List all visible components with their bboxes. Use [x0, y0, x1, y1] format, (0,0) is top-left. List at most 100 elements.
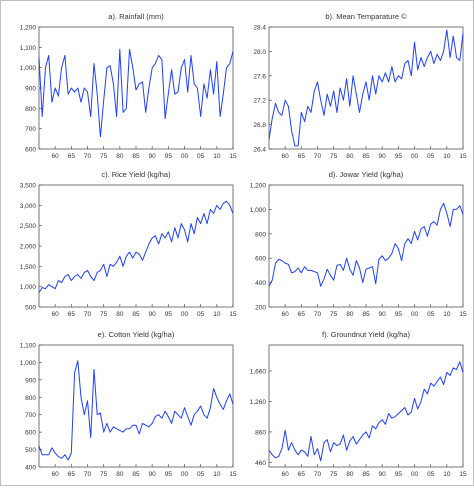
plot-frame	[38, 344, 234, 468]
plot-frame	[268, 344, 464, 468]
x-tick-label: 75	[100, 471, 108, 478]
series-line	[38, 48, 234, 138]
x-tick-label: 90	[149, 153, 157, 160]
x-tick-label: 70	[314, 311, 322, 318]
y-tick-label: 600	[25, 147, 36, 154]
x-tick-label: 10	[213, 153, 221, 160]
panel-title: c). Rice Yield (kg/ha)	[101, 170, 171, 179]
x-tick-label: 85	[132, 471, 140, 478]
x-tick-label: 95	[165, 471, 173, 478]
x-tick-label: 10	[443, 153, 451, 160]
x-tick-label: 95	[395, 471, 403, 478]
x-tick-label: 70	[314, 153, 322, 160]
y-tick-label: 800	[25, 395, 36, 402]
x-tick-label: 15	[229, 153, 237, 160]
x-tick-label: 90	[149, 311, 157, 318]
x-tick-label: 05	[197, 311, 205, 318]
panel-5: e). Cotton Yield (kg/ha) 400 500 600 700 800 9…	[20, 330, 237, 478]
panel-title: f). Groundnut Yield (kg/ha)	[322, 330, 410, 339]
x-tick-label: 95	[165, 311, 173, 318]
x-tick-label: 80	[116, 153, 124, 160]
x-tick-label: 15	[459, 311, 467, 318]
y-tick-label: 500	[25, 447, 36, 454]
y-tick-label: 900	[25, 377, 36, 384]
panel-3: c). Rice Yield (kg/ha) 500 1,000 1,500 2,000…	[20, 170, 237, 318]
y-tick-label: 1,100	[20, 343, 37, 350]
x-tick-label: 90	[379, 311, 387, 318]
x-tick-label: 80	[346, 311, 354, 318]
x-tick-label: 85	[132, 311, 140, 318]
series-line	[268, 361, 464, 462]
x-tick-label: 85	[362, 153, 370, 160]
x-tick-label: 60	[52, 311, 60, 318]
x-tick-label: 00	[411, 471, 419, 478]
y-tick-label: 3,000	[20, 203, 37, 210]
panel-title: d). Jowar Yield (kg/ha)	[329, 170, 404, 179]
y-tick-label: 1,000	[250, 207, 267, 214]
x-tick-label: 60	[52, 153, 60, 160]
plot-frame	[268, 26, 464, 150]
y-tick-label: 1,000	[20, 65, 37, 72]
x-tick-label: 65	[298, 471, 306, 478]
x-tick-label: 10	[443, 471, 451, 478]
x-tick-label: 80	[346, 471, 354, 478]
x-tick-label: 05	[197, 471, 205, 478]
x-tick-label: 65	[68, 153, 76, 160]
y-tick-label: 1,660	[250, 368, 267, 375]
panel-6: f). Groundnut Yield (kg/ha) 460 860 1,260 1,…	[250, 330, 467, 478]
y-tick-label: 900	[25, 86, 36, 93]
x-tick-label: 85	[132, 153, 140, 160]
plot-frame	[268, 184, 464, 308]
x-tick-label: 80	[346, 153, 354, 160]
y-tick-label: 27.6	[253, 73, 266, 80]
x-tick-label: 60	[52, 471, 60, 478]
y-tick-label: 700	[25, 126, 36, 133]
x-tick-label: 15	[459, 471, 467, 478]
y-tick-label: 26.8	[253, 122, 266, 129]
y-tick-label: 460	[255, 460, 266, 467]
x-tick-label: 65	[68, 311, 76, 318]
x-tick-label: 80	[116, 311, 124, 318]
plot-frame	[38, 184, 234, 308]
x-tick-label: 10	[213, 311, 221, 318]
x-tick-label: 70	[314, 471, 322, 478]
panel-title: e). Cotton Yield (kg/ha)	[98, 330, 175, 339]
x-tick-label: 15	[459, 153, 467, 160]
panel-4: d). Jowar Yield (kg/ha) 200 400 600 800 1,000…	[250, 170, 467, 318]
y-tick-label: 800	[255, 231, 266, 238]
y-tick-label: 500	[25, 305, 36, 312]
x-tick-label: 65	[298, 153, 306, 160]
x-tick-label: 00	[181, 153, 189, 160]
panel-title: b). Mean Temparature ©	[325, 12, 407, 21]
x-tick-label: 85	[362, 471, 370, 478]
x-tick-label: 75	[100, 311, 108, 318]
y-tick-label: 26.4	[253, 147, 266, 154]
x-tick-label: 85	[362, 311, 370, 318]
y-tick-label: 28.4	[253, 25, 266, 32]
y-tick-label: 200	[255, 305, 266, 312]
x-tick-label: 00	[411, 311, 419, 318]
x-tick-label: 75	[330, 311, 338, 318]
x-tick-label: 05	[427, 471, 435, 478]
x-tick-label: 90	[379, 153, 387, 160]
x-tick-label: 10	[443, 311, 451, 318]
y-tick-label: 600	[25, 430, 36, 437]
y-tick-label: 28.0	[253, 49, 266, 56]
x-tick-label: 05	[427, 153, 435, 160]
y-tick-label: 1,100	[20, 45, 37, 52]
x-tick-label: 75	[330, 153, 338, 160]
x-tick-label: 65	[68, 471, 76, 478]
x-tick-label: 95	[395, 311, 403, 318]
x-tick-label: 05	[197, 153, 205, 160]
x-tick-label: 90	[379, 471, 387, 478]
x-tick-label: 70	[84, 311, 92, 318]
x-tick-label: 95	[165, 153, 173, 160]
x-tick-label: 95	[395, 153, 403, 160]
x-tick-label: 70	[84, 153, 92, 160]
y-tick-label: 800	[25, 106, 36, 113]
panel-2: b). Mean Temparature © 26.4 26.8 27.2 27.6 28…	[253, 12, 467, 160]
series-line	[268, 202, 464, 287]
x-tick-label: 65	[298, 311, 306, 318]
